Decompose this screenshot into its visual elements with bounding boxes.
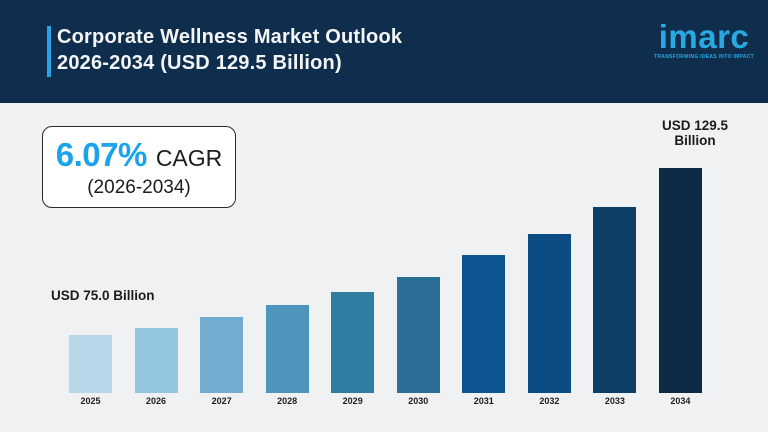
title-accent-bar [47,26,51,77]
bar-column-2030: 2030 [396,277,440,406]
bar-column-2034: 2034 [658,168,702,406]
header: Corporate Wellness Market Outlook 2026-2… [0,0,768,103]
cagr-line: 6.07% CAGR [56,136,223,174]
page-title-line-2: 2026-2034 (USD 129.5 Billion) [57,52,342,74]
year-label-2034: 2034 [670,396,691,406]
year-label-2030: 2030 [408,396,429,406]
bar-2027 [200,317,244,393]
bar-2032 [527,234,571,393]
bar-2028 [265,305,309,393]
cagr-label: CAGR [155,144,223,171]
bar-column-2029: 2029 [331,292,375,406]
start-value-label: USD 75.0 Billion [51,288,155,303]
bar-column-2027: 2027 [200,317,244,406]
year-label-2027: 2027 [211,396,232,406]
year-label-2033: 2033 [604,396,625,406]
year-label-2029: 2029 [342,396,363,406]
year-label-2028: 2028 [277,396,298,406]
bar-column-2028: 2028 [265,305,309,406]
bar-2025 [69,335,112,393]
imarc-logo: imarc TRANSFORMING IDEAS INTO IMPACT [648,20,760,60]
bar-column-2032: 2032 [527,234,571,406]
imarc-logo-wordmark: imarc [658,18,750,55]
end-value-label: USD 129.5 Billion [661,118,729,148]
bar-2030 [396,277,440,393]
bar-2031 [462,255,506,393]
bar-chart: 2025 2026 2027 2028 2029 2030 2031 2032 2033 2034 [69,168,702,406]
page-title-line-1: Corporate Wellness Market Outlook [57,26,403,48]
bar-2034 [658,168,702,393]
bar-2033 [593,207,637,393]
bar-2026 [134,328,178,393]
page-title: Corporate Wellness Market Outlook 2026-2… [57,24,402,76]
bar-2029 [331,292,375,393]
cagr-value: 6.07% [55,135,148,173]
bar-column-2026: 2026 [134,328,178,406]
bar-column-2031: 2031 [462,255,506,406]
cagr-callout-box: 6.07% CAGR (2026-2034) [42,126,236,208]
year-label-2026: 2026 [146,396,167,406]
cagr-period: (2026-2034) [87,176,191,198]
year-label-2031: 2031 [473,396,494,406]
year-label-2032: 2032 [539,396,560,406]
bar-column-2025: 2025 [69,335,112,406]
imarc-logo-tagline: TRANSFORMING IDEAS INTO IMPACT [654,54,754,60]
bar-column-2033: 2033 [593,207,637,406]
year-label-2025: 2025 [80,396,101,406]
